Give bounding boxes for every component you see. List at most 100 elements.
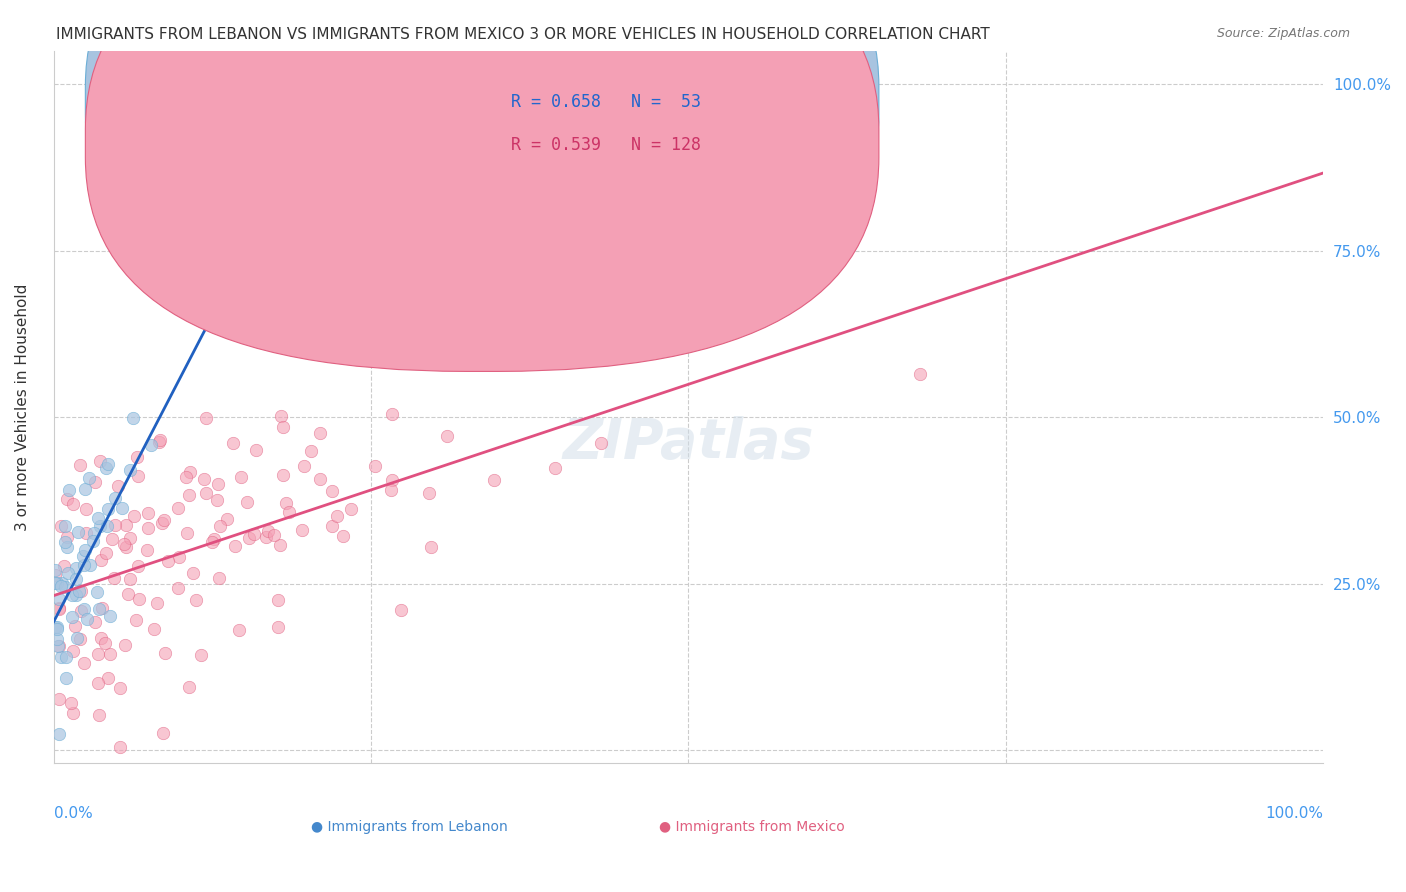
Point bbox=[149, 433, 172, 447]
Point bbox=[112, 537, 135, 551]
Point bbox=[228, 623, 250, 637]
Point bbox=[73, 558, 96, 572]
Point bbox=[271, 419, 294, 434]
Point bbox=[66, 631, 89, 645]
Point bbox=[291, 523, 314, 537]
Point bbox=[84, 475, 107, 490]
Point bbox=[591, 436, 613, 450]
Point bbox=[332, 528, 354, 542]
Point bbox=[118, 463, 141, 477]
Point bbox=[76, 612, 98, 626]
Point bbox=[152, 516, 174, 531]
Point bbox=[56, 540, 79, 554]
Point bbox=[321, 519, 343, 533]
Point bbox=[89, 518, 111, 533]
Text: ZIPatlas: ZIPatlas bbox=[562, 416, 814, 470]
Point bbox=[381, 473, 404, 487]
Point bbox=[543, 461, 565, 475]
FancyBboxPatch shape bbox=[86, 0, 879, 371]
Point bbox=[166, 581, 188, 595]
Text: R = 0.539   N = 128: R = 0.539 N = 128 bbox=[510, 136, 700, 154]
Point bbox=[194, 410, 217, 425]
Point bbox=[146, 596, 169, 610]
Point bbox=[257, 524, 280, 539]
Point bbox=[380, 483, 402, 497]
Point bbox=[75, 502, 97, 516]
Point bbox=[62, 498, 84, 512]
FancyBboxPatch shape bbox=[86, 0, 879, 328]
Point bbox=[242, 527, 264, 541]
Point bbox=[389, 602, 412, 616]
FancyBboxPatch shape bbox=[434, 69, 815, 194]
Point bbox=[53, 580, 76, 594]
Text: ● Immigrants from Lebanon: ● Immigrants from Lebanon bbox=[311, 821, 508, 835]
Point bbox=[299, 444, 322, 458]
Point bbox=[263, 527, 285, 541]
Point bbox=[208, 519, 231, 533]
Point bbox=[190, 648, 212, 662]
Point bbox=[58, 566, 80, 581]
Point bbox=[236, 495, 259, 509]
Point bbox=[44, 576, 66, 591]
Point bbox=[110, 681, 132, 696]
Point bbox=[273, 467, 295, 482]
Point bbox=[339, 501, 361, 516]
Point bbox=[181, 566, 204, 581]
Point bbox=[120, 573, 142, 587]
Point bbox=[62, 643, 84, 657]
Point bbox=[55, 671, 77, 685]
Point bbox=[82, 533, 104, 548]
Point bbox=[90, 553, 112, 567]
Point bbox=[908, 367, 931, 381]
Point bbox=[56, 531, 79, 545]
Point bbox=[87, 602, 110, 616]
Point bbox=[193, 472, 215, 486]
Point bbox=[70, 584, 93, 599]
Point bbox=[67, 524, 90, 539]
Point bbox=[90, 631, 112, 645]
Point bbox=[69, 458, 91, 472]
Point bbox=[56, 492, 79, 507]
Point bbox=[48, 601, 70, 615]
Point bbox=[48, 591, 70, 606]
Point bbox=[101, 532, 124, 546]
Point bbox=[419, 540, 441, 554]
Point bbox=[45, 622, 67, 636]
Point bbox=[60, 588, 83, 602]
Point bbox=[55, 649, 77, 664]
Point bbox=[103, 571, 125, 585]
Point bbox=[97, 672, 120, 686]
Point bbox=[152, 725, 174, 739]
Point bbox=[122, 509, 145, 524]
Point bbox=[67, 583, 90, 598]
Point bbox=[49, 650, 72, 665]
Text: 100.0%: 100.0% bbox=[1265, 806, 1323, 822]
Point bbox=[53, 519, 76, 533]
Point bbox=[65, 588, 87, 602]
Point bbox=[87, 708, 110, 723]
Point bbox=[267, 593, 290, 607]
Point bbox=[75, 482, 97, 496]
Point bbox=[110, 739, 132, 754]
Point bbox=[46, 620, 69, 634]
Point bbox=[79, 558, 101, 572]
Point bbox=[49, 579, 72, 593]
Point bbox=[65, 618, 87, 632]
Point bbox=[208, 571, 231, 585]
Point bbox=[136, 506, 159, 520]
Text: R = 0.658   N =  53: R = 0.658 N = 53 bbox=[510, 94, 700, 112]
Text: Source: ZipAtlas.com: Source: ZipAtlas.com bbox=[1216, 27, 1350, 40]
Point bbox=[127, 469, 149, 483]
Point bbox=[48, 691, 70, 706]
Point bbox=[75, 525, 97, 540]
Point bbox=[224, 539, 246, 553]
Point bbox=[245, 442, 267, 457]
Point bbox=[91, 601, 114, 615]
Point bbox=[97, 502, 120, 516]
Point bbox=[51, 576, 73, 591]
Point bbox=[254, 530, 277, 544]
Point bbox=[124, 613, 146, 627]
Point bbox=[59, 696, 82, 710]
Point bbox=[111, 501, 134, 516]
Point bbox=[49, 519, 72, 533]
